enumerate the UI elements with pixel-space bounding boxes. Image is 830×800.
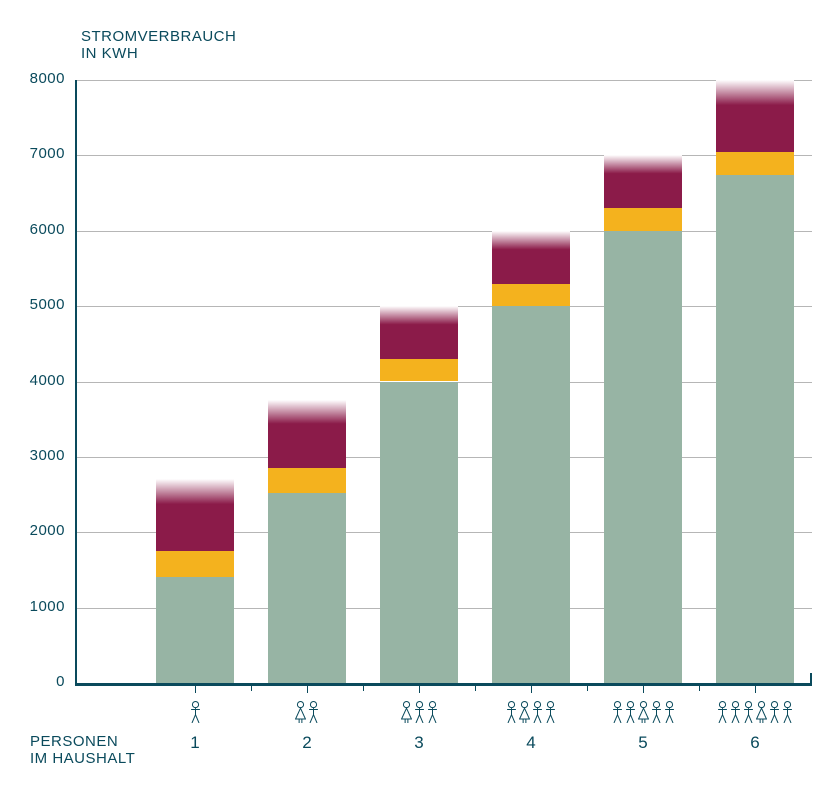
- chart-canvas: STROMVERBRAUCH IN KWH PERSONEN IM HAUSHA…: [0, 0, 830, 800]
- person-male-icon: [190, 701, 201, 723]
- bar-segment-mid: [604, 208, 682, 231]
- bar-segment-high: [380, 306, 458, 359]
- person-male-icon: [651, 701, 662, 723]
- bar-segment-high: [156, 479, 234, 551]
- people-icons: [190, 701, 201, 723]
- x-tick: [755, 686, 756, 693]
- bar-segment-low: [604, 231, 682, 683]
- bar-segment-high: [492, 231, 570, 284]
- x-tick: [195, 686, 196, 693]
- gridline: [75, 231, 812, 232]
- y-tick-label: 6000: [0, 221, 65, 238]
- person-male-icon: [427, 701, 438, 723]
- x-tick-label: 4: [511, 733, 551, 753]
- x-minor-tick: [587, 686, 588, 691]
- gridline: [75, 155, 812, 156]
- bar-segment-mid: [156, 551, 234, 577]
- x-tick: [643, 686, 644, 693]
- person-male-icon: [782, 701, 793, 723]
- bar-segment-high: [604, 155, 682, 208]
- x-minor-tick: [363, 686, 364, 691]
- x-minor-tick: [475, 686, 476, 691]
- people-icons: [612, 701, 675, 723]
- bar-segment-mid: [380, 359, 458, 382]
- x-minor-tick: [699, 686, 700, 691]
- bar-segment-high: [716, 80, 794, 152]
- y-tick-label: 0: [0, 673, 65, 690]
- x-minor-tick: [251, 686, 252, 691]
- person-female-icon: [295, 701, 306, 723]
- person-female-icon: [756, 701, 767, 723]
- bar-segment-low: [716, 175, 794, 683]
- bar-segment-low: [156, 577, 234, 683]
- person-female-icon: [401, 701, 412, 723]
- person-male-icon: [664, 701, 675, 723]
- x-axis-line: [75, 683, 812, 686]
- person-male-icon: [414, 701, 425, 723]
- people-icons: [401, 701, 438, 723]
- bar-segment-mid: [716, 152, 794, 175]
- x-tick-label: 1: [175, 733, 215, 753]
- y-tick-label: 7000: [0, 145, 65, 162]
- bar-segment-mid: [268, 468, 346, 493]
- y-tick-label: 4000: [0, 372, 65, 389]
- people-icons: [506, 701, 556, 723]
- x-tick-label: 2: [287, 733, 327, 753]
- y-tick-label: 3000: [0, 447, 65, 464]
- x-tick-label: 3: [399, 733, 439, 753]
- x-tick: [307, 686, 308, 693]
- x-tick-label: 6: [735, 733, 775, 753]
- x-tick-label: 5: [623, 733, 663, 753]
- person-male-icon: [532, 701, 543, 723]
- person-male-icon: [743, 701, 754, 723]
- y-tick-label: 1000: [0, 598, 65, 615]
- y-tick-label: 2000: [0, 522, 65, 539]
- gridline: [75, 80, 812, 81]
- bar-segment-low: [380, 382, 458, 684]
- person-male-icon: [717, 701, 728, 723]
- bar-segment-high: [268, 400, 346, 468]
- person-male-icon: [545, 701, 556, 723]
- person-male-icon: [506, 701, 517, 723]
- person-male-icon: [769, 701, 780, 723]
- person-female-icon: [638, 701, 649, 723]
- y-axis-line: [75, 80, 77, 686]
- x-tick: [531, 686, 532, 693]
- people-icons: [717, 701, 793, 723]
- person-male-icon: [612, 701, 623, 723]
- person-female-icon: [519, 701, 530, 723]
- x-axis-end-tick: [810, 673, 812, 686]
- person-male-icon: [308, 701, 319, 723]
- bar-segment-mid: [492, 284, 570, 307]
- x-tick: [419, 686, 420, 693]
- plot-area: 010002000300040005000600070008000 1 2 3 …: [0, 0, 830, 800]
- y-tick-label: 8000: [0, 70, 65, 87]
- people-icons: [295, 701, 319, 723]
- bar-segment-low: [268, 493, 346, 683]
- y-tick-label: 5000: [0, 296, 65, 313]
- person-male-icon: [625, 701, 636, 723]
- bar-segment-low: [492, 306, 570, 683]
- person-male-icon: [730, 701, 741, 723]
